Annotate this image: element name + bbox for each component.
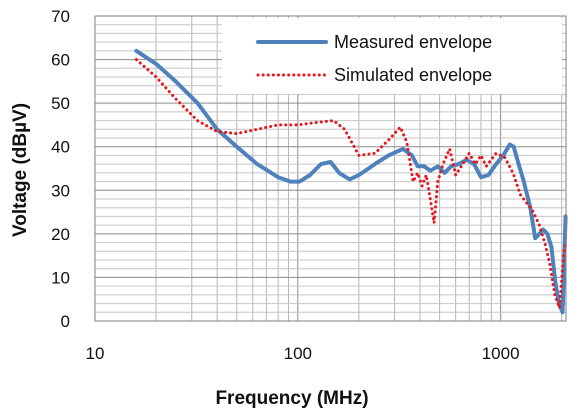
x-tick-label: 1000	[482, 344, 520, 363]
y-tick-label: 30	[51, 181, 70, 200]
legend-label-simulated-envelope: Simulated envelope	[334, 65, 492, 85]
y-tick-label: 10	[51, 268, 70, 287]
y-tick-label: 60	[51, 51, 70, 70]
y-axis-title: Voltage (dBµV)	[10, 103, 31, 237]
y-tick-label: 0	[61, 312, 70, 331]
series-line-measured-envelope	[134, 48, 568, 315]
series-layer	[134, 48, 568, 315]
plot-frame	[94, 15, 567, 322]
legend-background	[222, 18, 562, 94]
legend-label-measured-envelope: Measured envelope	[334, 32, 492, 52]
y-tick-label: 50	[51, 94, 70, 113]
axes: 0 10 20 30 40 50 60 70 10 100 1000	[51, 7, 567, 363]
y-tick-label: 20	[51, 225, 70, 244]
x-axis-title: Frequency (MHz)	[215, 388, 368, 409]
y-tick-label: 40	[51, 138, 70, 157]
y-tick-label: 70	[51, 7, 70, 26]
x-tick-label: 10	[86, 344, 105, 363]
series-line-simulated-envelope	[134, 58, 568, 310]
x-tick-label: 100	[284, 344, 312, 363]
legend: Measured envelope Simulated envelope	[222, 18, 562, 94]
